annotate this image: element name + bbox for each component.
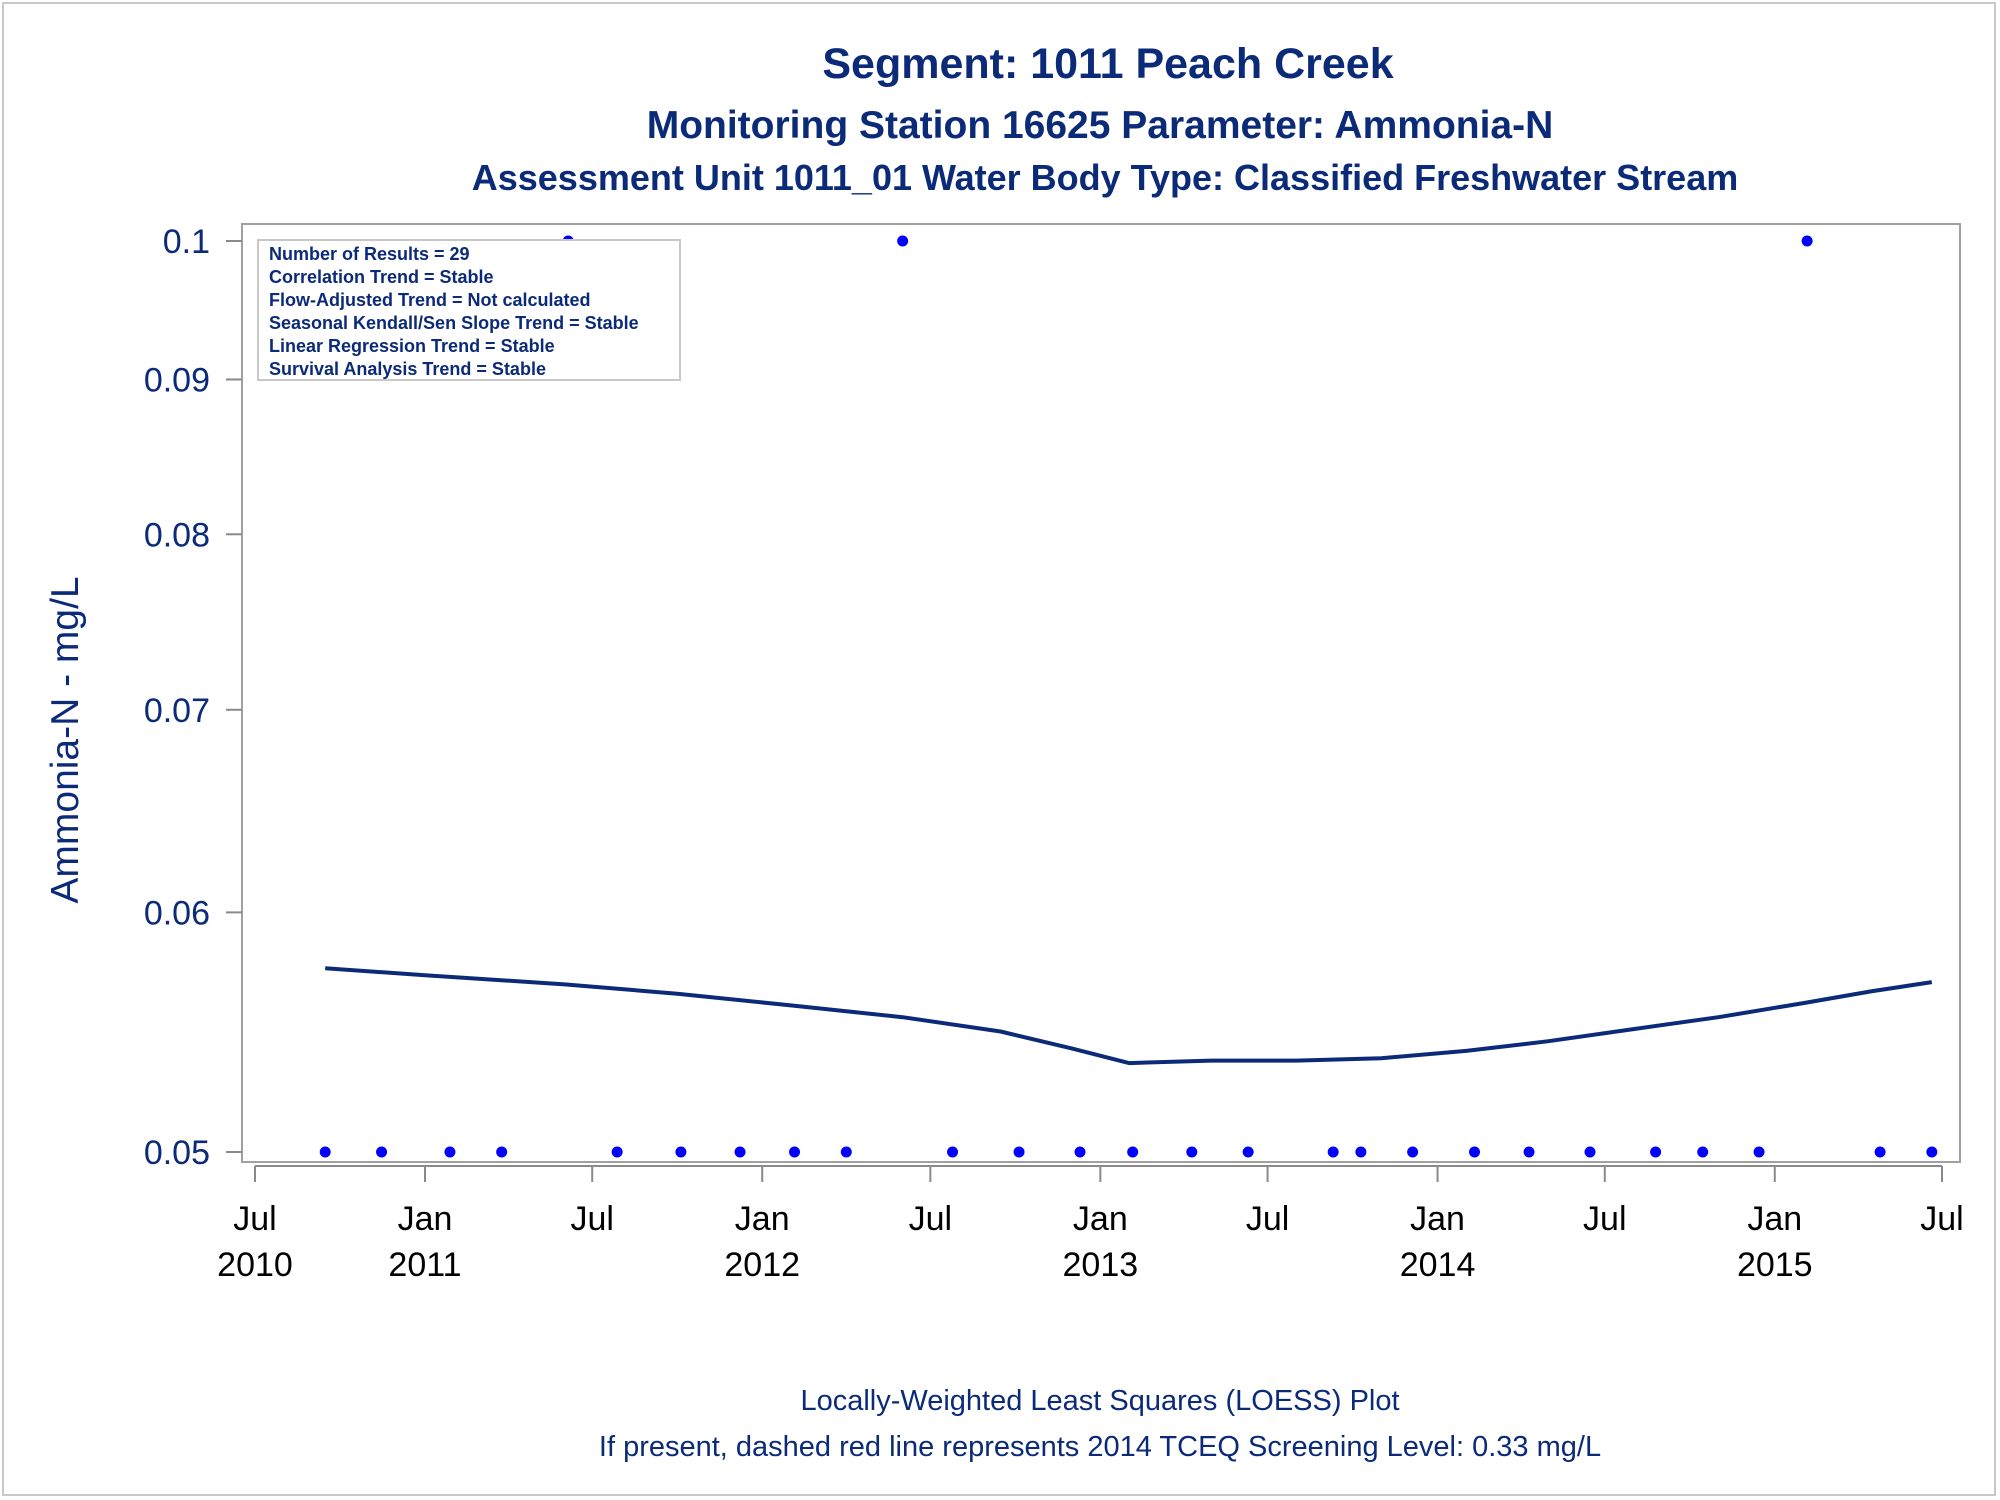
data-point: [376, 1146, 388, 1158]
data-point: [1186, 1146, 1198, 1158]
y-tick-label: 0.1: [163, 223, 210, 261]
data-point: [1753, 1146, 1765, 1158]
data-point: [1327, 1146, 1339, 1158]
data-point: [1926, 1146, 1938, 1158]
data-point: [897, 235, 909, 247]
x-tick-label-month: Jan: [735, 1200, 790, 1238]
data-point: [319, 1146, 331, 1158]
chart-subtitle-2: Assessment Unit 1011_01 Water Body Type:…: [472, 157, 1739, 198]
chart-subtitle-1: Monitoring Station 16625 Parameter: Ammo…: [647, 104, 1554, 147]
data-point: [1874, 1146, 1886, 1158]
y-tick-label: 0.07: [144, 692, 210, 730]
data-point: [789, 1146, 801, 1158]
data-point: [1355, 1146, 1367, 1158]
data-point: [1127, 1146, 1139, 1158]
x-tick-label-month: Jul: [570, 1200, 613, 1238]
data-point: [675, 1146, 687, 1158]
chart-title: Segment: 1011 Peach Creek: [822, 40, 1393, 88]
y-tick-label: 0.06: [144, 894, 210, 932]
legend-entry: Survival Analysis Trend = Stable: [269, 359, 546, 379]
x-tick-label-month: Jan: [1410, 1200, 1465, 1238]
legend: Number of Results = 29 Correlation Trend …: [257, 239, 681, 381]
x-tick-label-month: Jan: [398, 1200, 453, 1238]
y-tick-label: 0.09: [144, 361, 210, 399]
data-point: [611, 1146, 623, 1158]
legend-entry: Seasonal Kendall/Sen Slope Trend = Stabl…: [269, 313, 639, 333]
x-tick-label-year: 2015: [1737, 1246, 1813, 1284]
x-tick-label-month: Jul: [233, 1200, 276, 1238]
x-tick-label-month: Jul: [1583, 1200, 1626, 1238]
y-tick-label: 0.05: [144, 1134, 210, 1172]
x-tick-label-year: 2012: [724, 1246, 800, 1284]
x-tick-label-month: Jan: [1073, 1200, 1128, 1238]
legend-box: [257, 239, 681, 381]
x-axis: Jul 2010 Jan 2011 Jul Jan 2012 Jul Jan 2013 Jul Jan…: [217, 1165, 1964, 1284]
y-tick-label: 0.08: [144, 516, 210, 554]
data-point: [1650, 1146, 1662, 1158]
legend-entry: Linear Regression Trend = Stable: [269, 336, 555, 356]
data-point: [496, 1146, 508, 1158]
loess-line: [325, 966, 1933, 1066]
x-tick-label-month: Jul: [1246, 1200, 1289, 1238]
data-point: [1584, 1146, 1596, 1158]
data-point: [947, 1146, 959, 1158]
data-point: [734, 1146, 746, 1158]
x-tick-label-month: Jan: [1747, 1200, 1802, 1238]
x-tick-label-year: 2014: [1400, 1246, 1476, 1284]
x-tick-label-month: Jul: [1920, 1200, 1963, 1238]
data-point: [1469, 1146, 1481, 1158]
data-point: [444, 1146, 456, 1158]
legend-entry: Correlation Trend = Stable: [269, 267, 494, 287]
x-tick-label-year: 2013: [1063, 1246, 1139, 1284]
loess-layer: [325, 966, 1933, 1066]
footnote-1: Locally-Weighted Least Squares (LOESS) P…: [800, 1385, 1399, 1417]
x-tick-label-year: 2010: [217, 1246, 293, 1284]
y-axis: 0.05 0.06 0.07 0.08 0.09 0.1: [144, 223, 242, 1172]
data-point: [1697, 1146, 1709, 1158]
legend-entry: Flow-Adjusted Trend = Not calculated: [269, 290, 591, 310]
data-point: [1523, 1146, 1535, 1158]
data-point: [1801, 235, 1813, 247]
data-point: [1074, 1146, 1086, 1158]
legend-entry: Number of Results = 29: [269, 244, 470, 264]
plot-area: [241, 223, 1961, 1163]
data-point: [1407, 1146, 1419, 1158]
x-tick-label-year: 2011: [388, 1246, 461, 1284]
data-point: [1013, 1146, 1025, 1158]
y-axis-label: Ammonia-N - mg/L: [44, 576, 87, 903]
data-point: [840, 1146, 852, 1158]
x-tick-label-month: Jul: [909, 1200, 952, 1238]
footnote-2: If present, dashed red line represents 2…: [599, 1431, 1601, 1463]
data-point: [1242, 1146, 1254, 1158]
